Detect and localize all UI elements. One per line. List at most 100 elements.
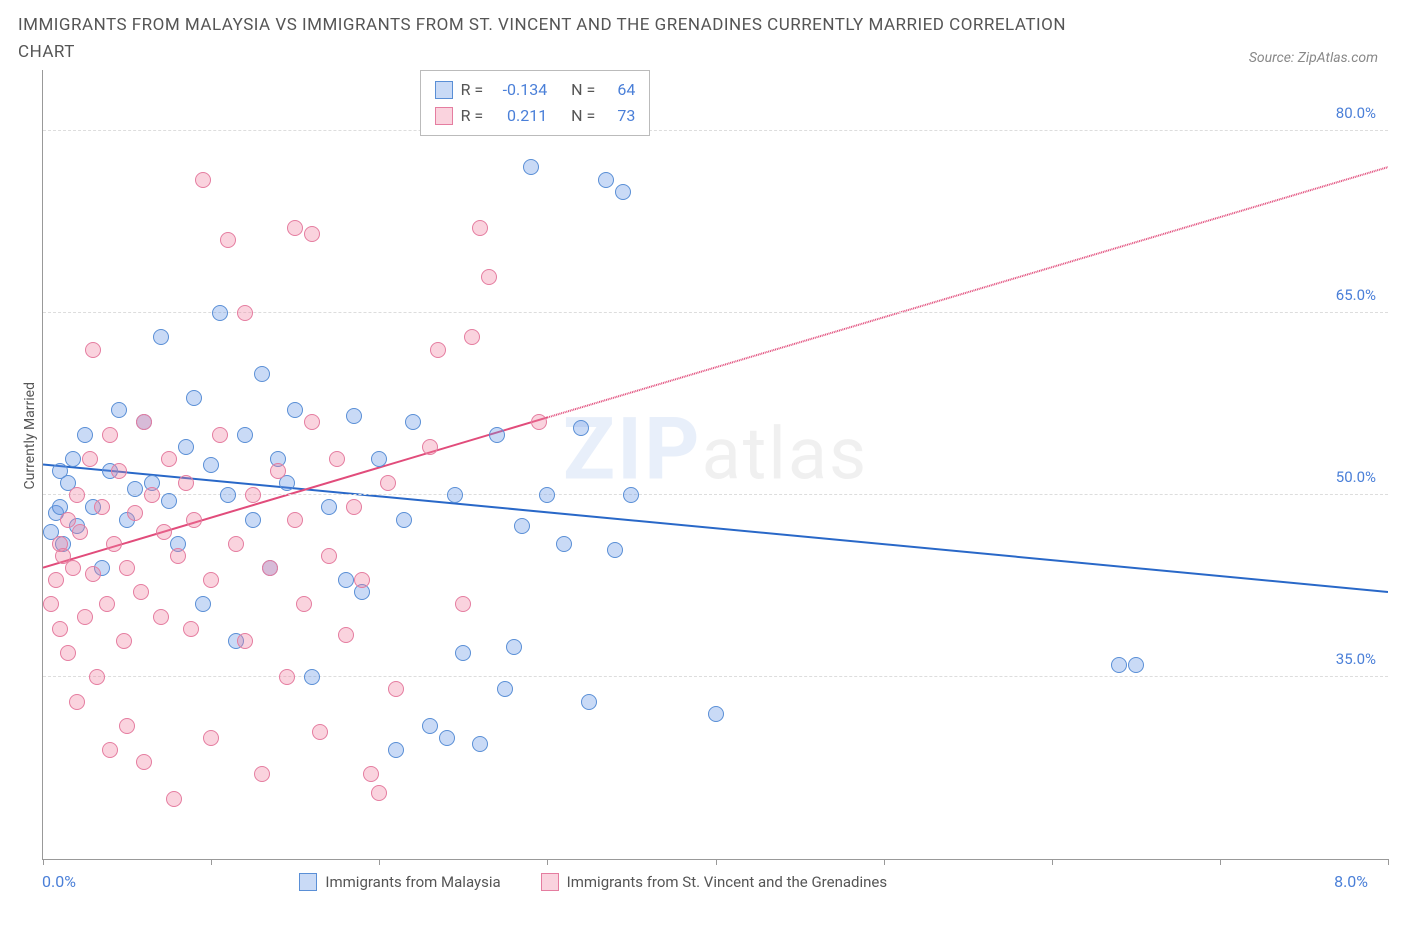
stats-n-value: 73 — [603, 103, 635, 129]
x-max-label: 8.0% — [1334, 872, 1368, 891]
scatter-point-stvincent — [304, 414, 320, 430]
x-tick — [43, 859, 44, 865]
scatter-point-malaysia — [472, 736, 488, 752]
scatter-point-stvincent — [119, 718, 135, 734]
scatter-point-malaysia — [1111, 657, 1127, 673]
stats-r-label: R = — [461, 77, 484, 103]
scatter-point-malaysia — [388, 742, 404, 758]
stats-r-value: 0.211 — [491, 103, 547, 129]
scatter-point-stvincent — [220, 232, 236, 248]
scatter-point-stvincent — [270, 463, 286, 479]
scatter-point-stvincent — [262, 560, 278, 576]
header-row: IMMIGRANTS FROM MALAYSIA VS IMMIGRANTS F… — [18, 12, 1388, 66]
scatter-point-malaysia — [245, 512, 261, 528]
scatter-point-stvincent — [237, 305, 253, 321]
scatter-point-malaysia — [338, 572, 354, 588]
scatter-point-stvincent — [464, 329, 480, 345]
scatter-point-malaysia — [556, 536, 572, 552]
scatter-point-stvincent — [212, 427, 228, 443]
scatter-point-stvincent — [69, 694, 85, 710]
scatter-point-stvincent — [99, 596, 115, 612]
scatter-point-malaysia — [455, 645, 471, 661]
y-axis-label: Currently Married — [18, 382, 42, 489]
scatter-point-stvincent — [136, 414, 152, 430]
scatter-point-malaysia — [254, 366, 270, 382]
scatter-point-malaysia — [514, 518, 530, 534]
scatter-point-stvincent — [119, 560, 135, 576]
scatter-point-stvincent — [254, 766, 270, 782]
scatter-point-malaysia — [220, 487, 236, 503]
scatter-point-stvincent — [116, 633, 132, 649]
scatter-point-malaysia — [65, 451, 81, 467]
scatter-point-stvincent — [455, 596, 471, 612]
source-label: Source: ZipAtlas.com — [1249, 50, 1388, 66]
legend-item-malaysia: Immigrants from Malaysia — [299, 873, 500, 891]
scatter-point-malaysia — [127, 481, 143, 497]
scatter-point-stvincent — [183, 621, 199, 637]
scatter-point-stvincent — [43, 596, 59, 612]
scatter-point-malaysia — [178, 439, 194, 455]
scatter-point-malaysia — [304, 669, 320, 685]
scatter-point-malaysia — [607, 542, 623, 558]
x-tick — [716, 859, 717, 865]
y-tick-label: 80.0% — [1336, 104, 1376, 122]
scatter-point-malaysia — [203, 457, 219, 473]
scatter-point-stvincent — [153, 609, 169, 625]
scatter-point-stvincent — [354, 572, 370, 588]
scatter-point-malaysia — [153, 329, 169, 345]
scatter-point-malaysia — [405, 414, 421, 430]
scatter-point-stvincent — [531, 414, 547, 430]
swatch-malaysia — [435, 81, 453, 99]
x-tick — [547, 859, 548, 865]
scatter-point-stvincent — [203, 572, 219, 588]
scatter-point-stvincent — [287, 220, 303, 236]
scatter-point-stvincent — [422, 439, 438, 455]
chart-title: IMMIGRANTS FROM MALAYSIA VS IMMIGRANTS F… — [18, 12, 1118, 66]
scatter-point-stvincent — [237, 633, 253, 649]
scatter-point-stvincent — [69, 487, 85, 503]
scatter-point-stvincent — [371, 785, 387, 801]
x-tick — [211, 859, 212, 865]
scatter-point-malaysia — [506, 639, 522, 655]
scatter-point-stvincent — [85, 566, 101, 582]
scatter-point-malaysia — [573, 420, 589, 436]
scatter-point-stvincent — [472, 220, 488, 236]
scatter-point-malaysia — [623, 487, 639, 503]
scatter-point-stvincent — [388, 681, 404, 697]
scatter-point-stvincent — [245, 487, 261, 503]
scatter-point-stvincent — [186, 512, 202, 528]
swatch-stvincent — [435, 107, 453, 125]
scatter-point-stvincent — [279, 669, 295, 685]
scatter-point-stvincent — [144, 487, 160, 503]
scatter-point-stvincent — [166, 791, 182, 807]
scatter-point-stvincent — [161, 451, 177, 467]
scatter-point-malaysia — [237, 427, 253, 443]
scatter-point-malaysia — [371, 451, 387, 467]
scatter-point-stvincent — [102, 427, 118, 443]
scatter-point-stvincent — [85, 342, 101, 358]
scatter-point-malaysia — [1128, 657, 1144, 673]
y-tick-label: 50.0% — [1336, 468, 1376, 486]
scatter-point-malaysia — [598, 172, 614, 188]
watermark: ZIPatlas — [563, 399, 868, 500]
scatter-point-stvincent — [52, 621, 68, 637]
legend-label: Immigrants from St. Vincent and the Gren… — [567, 873, 887, 891]
scatter-point-malaysia — [321, 499, 337, 515]
swatch-malaysia — [299, 873, 317, 891]
scatter-point-stvincent — [178, 475, 194, 491]
watermark-atlas: atlas — [702, 412, 869, 497]
scatter-point-stvincent — [304, 226, 320, 242]
scatter-point-malaysia — [581, 694, 597, 710]
scatter-point-malaysia — [161, 493, 177, 509]
scatter-point-stvincent — [72, 524, 88, 540]
stats-n-label: N = — [571, 103, 595, 129]
scatter-point-stvincent — [77, 609, 93, 625]
scatter-point-stvincent — [287, 512, 303, 528]
scatter-point-stvincent — [127, 505, 143, 521]
stats-r-value: -0.134 — [491, 77, 547, 103]
scatter-point-stvincent — [321, 548, 337, 564]
scatter-point-malaysia — [195, 596, 211, 612]
stats-row-stvincent: R = 0.211 N = 73 — [435, 103, 636, 129]
x-tick — [1052, 859, 1053, 865]
stats-r-label: R = — [461, 103, 484, 129]
